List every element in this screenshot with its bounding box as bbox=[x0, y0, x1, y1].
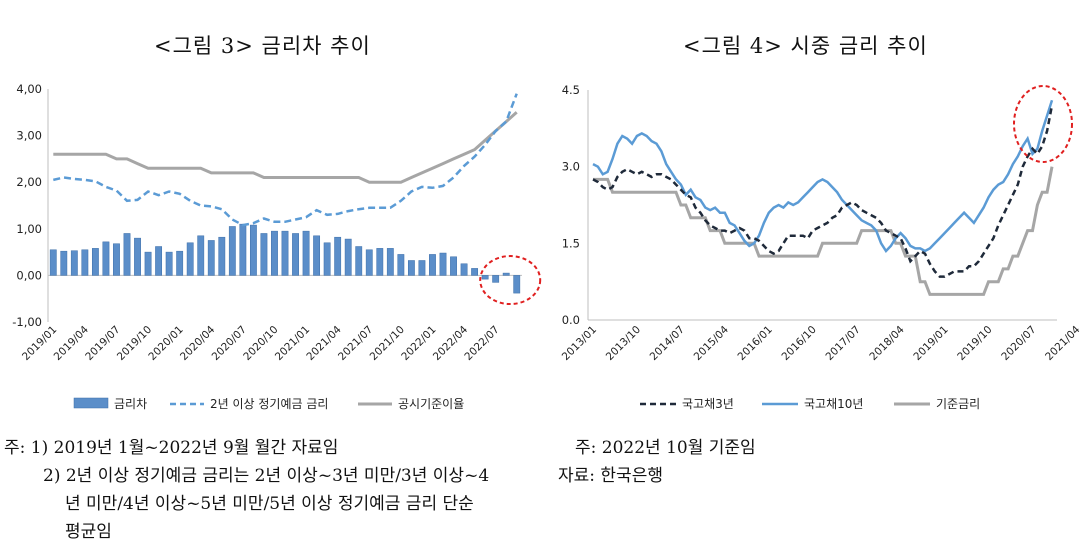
chart2-x-tick-label: 2013/10 bbox=[604, 324, 643, 363]
chart2-x-tick-label: 2021/04 bbox=[1043, 323, 1083, 363]
chart1-bar bbox=[113, 243, 120, 276]
chart1-bar bbox=[123, 233, 131, 276]
chart1-bar bbox=[134, 237, 141, 276]
chart1-bar bbox=[513, 275, 521, 294]
chart1-bar bbox=[481, 275, 489, 280]
chart2-y-tick-label: 4.5 bbox=[562, 83, 580, 97]
chart1-bar bbox=[313, 235, 321, 276]
chart2-x-tick-label: 2019/10 bbox=[955, 324, 994, 363]
chart2-x-tick-label: 2015/04 bbox=[692, 323, 732, 363]
chart2-y-tick-label: 1.5 bbox=[562, 236, 580, 250]
chart1-y-tick-label: 2,00 bbox=[16, 175, 42, 189]
chart1-bar bbox=[386, 248, 394, 276]
chart1-bar bbox=[102, 241, 110, 276]
chart1-base-rate-line bbox=[53, 111, 518, 184]
chart1-bar bbox=[70, 250, 78, 276]
chart1-bar bbox=[376, 248, 384, 276]
chart1-bar bbox=[439, 252, 447, 276]
chart1-y-tick-label: 0,00 bbox=[16, 268, 42, 282]
chart2-highlight-circle bbox=[1013, 85, 1073, 163]
chart2-y-tick-label: 0.0 bbox=[562, 313, 580, 327]
chart1-legend-bar-label: 금리차 bbox=[114, 397, 147, 411]
chart2-x-tick-label: 2017/07 bbox=[823, 324, 862, 363]
chart1-bar bbox=[460, 263, 468, 276]
chart1-bar bbox=[292, 233, 299, 276]
chart1-bar bbox=[334, 236, 342, 276]
chart2-x-tick-label: 2020/07 bbox=[999, 324, 1038, 363]
figure1-note-3: 년 미만/4년 이상~5년 미만/5년 이상 정기예금 금리 단순 bbox=[65, 494, 474, 514]
chart2-base-rate-line bbox=[593, 166, 1054, 296]
chart1-legend-base-label: 공시기준이율 bbox=[398, 397, 464, 411]
chart1-bar bbox=[365, 249, 373, 276]
figure1-note-1: 주: 1) 2019년 1월~2022년 9월 월간 자료임 bbox=[4, 438, 339, 458]
chart1-bar bbox=[397, 254, 405, 276]
chart1-bar bbox=[344, 238, 352, 276]
chart1-bar bbox=[302, 230, 310, 276]
chart1-bar bbox=[471, 268, 479, 276]
chart2-y-tick-label: 3.0 bbox=[562, 160, 580, 174]
figure2-source: 자료: 한국은행 bbox=[558, 466, 663, 486]
chart2-legend-ktb10-label: 국고채10년 bbox=[804, 397, 863, 411]
chart1-bar bbox=[450, 256, 457, 276]
chart1-bar bbox=[60, 250, 68, 276]
chart1-y-tick-label: 1,00 bbox=[16, 222, 42, 236]
chart2-x-tick-label: 2013/01 bbox=[560, 324, 599, 363]
chart1-y-tick-label: -1,00 bbox=[12, 315, 42, 329]
chart1-bar bbox=[492, 275, 500, 283]
chart1-highlight-circle bbox=[479, 255, 542, 306]
chart1-bar bbox=[81, 249, 89, 276]
chart2-legend-base-label: 기준금리 bbox=[936, 397, 980, 411]
chart1-bar bbox=[407, 260, 415, 276]
figure1-title: <그림 3> 금리차 추이 bbox=[154, 34, 371, 58]
chart2-ktb3-line bbox=[592, 105, 1054, 278]
chart1-bar bbox=[165, 251, 173, 276]
chart1-bar bbox=[239, 223, 247, 276]
chart1-bar bbox=[197, 235, 205, 276]
chart1-legend-bar-swatch bbox=[73, 397, 109, 409]
chart2-x-tick-label: 2016/01 bbox=[736, 324, 775, 363]
chart1-bar bbox=[207, 240, 215, 276]
chart2-x-tick-label: 2019/01 bbox=[911, 324, 950, 363]
chart2-x-tick-label: 2016/10 bbox=[780, 324, 819, 363]
chart1-bar bbox=[260, 233, 268, 276]
chart1-bar bbox=[323, 242, 331, 276]
chart2-x-tick-label: 2018/04 bbox=[867, 323, 907, 363]
chart1-bar bbox=[186, 242, 194, 276]
chart1-bar bbox=[155, 246, 163, 276]
chart2-legend-ktb3-label: 국고채3년 bbox=[682, 397, 734, 411]
chart1-deposit-rate-line bbox=[53, 93, 518, 227]
chart1-legend-deposit-label: 2년 이상 정기예금 금리 bbox=[210, 397, 328, 411]
chart1-y-tick-label: 3,00 bbox=[16, 129, 42, 143]
chart1-bar bbox=[49, 249, 57, 276]
chart1-bar bbox=[218, 236, 226, 276]
chart1-bar bbox=[144, 251, 152, 276]
figure1-note-4: 평균임 bbox=[65, 522, 112, 542]
figure2-note-1: 주: 2022년 10월 기준임 bbox=[575, 438, 756, 458]
chart1-bar bbox=[91, 248, 99, 276]
figure2-title: <그림 4> 시중 금리 추이 bbox=[683, 34, 928, 58]
chart1-bar bbox=[271, 230, 278, 276]
figure1-note-2: 2) 2년 이상 정기예금 금리는 2년 이상~3년 미만/3년 이상~4 bbox=[43, 466, 490, 486]
chart1-x-tick-label: 2022/07 bbox=[462, 324, 501, 363]
chart1-bar bbox=[429, 254, 436, 276]
chart1-bar bbox=[418, 260, 426, 276]
chart1-bar bbox=[176, 250, 184, 276]
chart1-bar bbox=[249, 224, 257, 276]
chart1-bar bbox=[281, 230, 289, 276]
chart1-bar bbox=[228, 226, 236, 276]
chart1-y-tick-label: 4,00 bbox=[16, 82, 42, 96]
chart2-x-tick-label: 2014/07 bbox=[648, 324, 687, 363]
chart1-bar bbox=[502, 272, 510, 276]
chart2-ktb10-line bbox=[592, 99, 1054, 254]
chart1-bar bbox=[355, 246, 363, 276]
